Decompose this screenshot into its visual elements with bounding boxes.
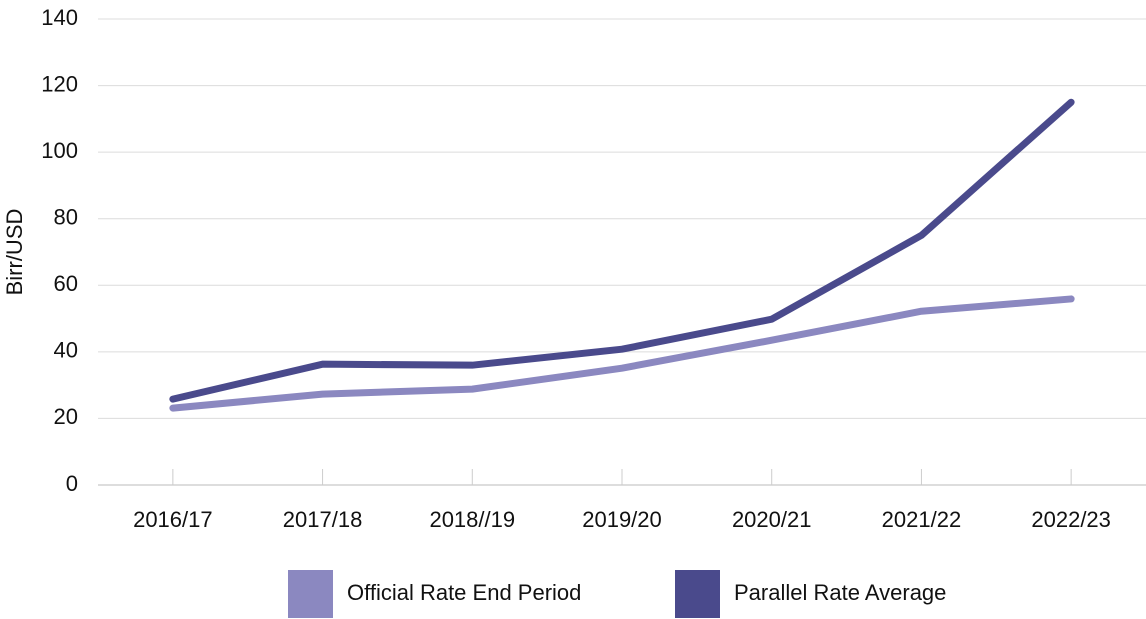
y-tick-label: 100: [41, 138, 78, 163]
x-tick-label: 2022/23: [1031, 507, 1111, 532]
y-tick-label: 120: [41, 71, 78, 96]
y-tick-label: 140: [41, 5, 78, 30]
line: [169, 98, 1075, 403]
x-tick-label: 2021/22: [882, 507, 962, 532]
y-tick-label: 40: [54, 338, 78, 363]
legend-swatch: [288, 570, 333, 618]
y-tick-label: 20: [54, 404, 78, 429]
y-tick-label: 0: [66, 471, 78, 496]
legend-label: Parallel Rate Average: [734, 580, 946, 605]
x-tick-label: 2016/17: [133, 507, 213, 532]
line: [169, 295, 1075, 412]
legend-swatch: [675, 570, 720, 618]
x-tick-label: 2017/18: [283, 507, 363, 532]
x-tick-label: 2018//19: [429, 507, 515, 532]
y-tick-label: 80: [54, 205, 78, 230]
legend-label: Official Rate End Period: [347, 580, 581, 605]
x-tick-label: 2020/21: [732, 507, 812, 532]
y-axis-label: Birr/USD: [2, 209, 27, 296]
x-tick-label: 2019/20: [582, 507, 662, 532]
y-tick-label: 60: [54, 271, 78, 296]
